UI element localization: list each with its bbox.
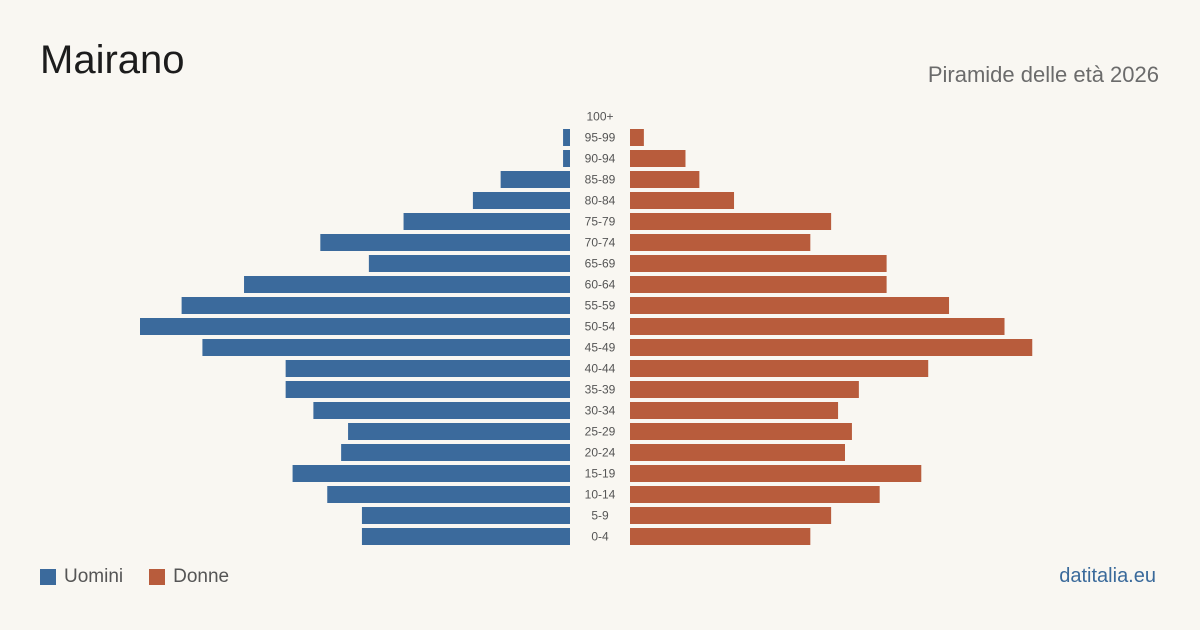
age-label-75-79: 75-79 bbox=[585, 215, 616, 229]
age-label-15-19: 15-19 bbox=[585, 467, 616, 481]
bar-women-45-49 bbox=[630, 339, 1033, 356]
legend-label-men: Uomini bbox=[64, 566, 124, 587]
bar-women-15-19 bbox=[630, 465, 922, 482]
bar-men-40-44 bbox=[285, 360, 570, 377]
bar-women-40-44 bbox=[630, 360, 929, 377]
bar-men-0-4 bbox=[361, 528, 570, 545]
bar-men-60-64 bbox=[244, 276, 570, 293]
age-label-65-69: 65-69 bbox=[585, 257, 616, 271]
bar-women-25-29 bbox=[630, 423, 852, 440]
bar-women-0-4 bbox=[630, 528, 811, 545]
age-label-40-44: 40-44 bbox=[585, 362, 616, 376]
bar-men-25-29 bbox=[348, 423, 570, 440]
chart-legend: Uomini Donne bbox=[40, 566, 245, 588]
bar-women-55-59 bbox=[630, 297, 950, 314]
bar-men-95-99 bbox=[563, 129, 570, 146]
age-label-30-34: 30-34 bbox=[585, 404, 616, 418]
bar-men-15-19 bbox=[292, 465, 570, 482]
age-label-80-84: 80-84 bbox=[585, 194, 616, 208]
age-label-25-29: 25-29 bbox=[585, 425, 616, 439]
bar-women-20-24 bbox=[630, 444, 845, 461]
bar-women-95-99 bbox=[630, 129, 644, 146]
bar-women-75-79 bbox=[630, 213, 832, 230]
age-label-45-49: 45-49 bbox=[585, 341, 616, 355]
bar-men-70-74 bbox=[320, 234, 570, 251]
bar-women-35-39 bbox=[630, 381, 859, 398]
bar-women-90-94 bbox=[630, 150, 686, 167]
bar-women-50-54 bbox=[630, 318, 1005, 335]
bar-women-85-89 bbox=[630, 171, 700, 188]
age-label-50-54: 50-54 bbox=[585, 320, 616, 334]
legend-item-women: Donne bbox=[149, 566, 229, 588]
bar-men-65-69 bbox=[368, 255, 570, 272]
age-label-35-39: 35-39 bbox=[585, 383, 616, 397]
bar-men-90-94 bbox=[563, 150, 570, 167]
age-label-95-99: 95-99 bbox=[585, 131, 616, 145]
bar-women-65-69 bbox=[630, 255, 887, 272]
age-label-20-24: 20-24 bbox=[585, 446, 616, 460]
bar-women-80-84 bbox=[630, 192, 735, 209]
bar-women-60-64 bbox=[630, 276, 887, 293]
age-label-55-59: 55-59 bbox=[585, 299, 616, 313]
bar-men-35-39 bbox=[285, 381, 570, 398]
bar-men-5-9 bbox=[361, 507, 570, 524]
bar-men-30-34 bbox=[313, 402, 570, 419]
bar-men-20-24 bbox=[341, 444, 570, 461]
bar-women-10-14 bbox=[630, 486, 880, 503]
age-label-70-74: 70-74 bbox=[585, 236, 616, 250]
bar-men-75-79 bbox=[403, 213, 570, 230]
bar-women-30-34 bbox=[630, 402, 839, 419]
bar-women-5-9 bbox=[630, 507, 832, 524]
bar-men-85-89 bbox=[500, 171, 570, 188]
page-title: Mairano bbox=[40, 38, 185, 82]
bar-men-45-49 bbox=[202, 339, 570, 356]
age-label-90-94: 90-94 bbox=[585, 152, 616, 166]
age-label-5-9: 5-9 bbox=[591, 509, 609, 523]
legend-label-women: Donne bbox=[173, 566, 230, 587]
bar-men-80-84 bbox=[472, 192, 570, 209]
source-link[interactable]: datitalia.eu bbox=[1059, 565, 1156, 587]
age-label-0-4: 0-4 bbox=[591, 530, 609, 544]
legend-swatch-men bbox=[40, 569, 56, 585]
bar-men-10-14 bbox=[327, 486, 570, 503]
legend-item-men: Uomini bbox=[40, 566, 123, 588]
age-label-10-14: 10-14 bbox=[585, 488, 616, 502]
age-label-85-89: 85-89 bbox=[585, 173, 616, 187]
chart-subtitle: Piramide delle età 2026 bbox=[927, 62, 1159, 87]
age-label-100plus: 100+ bbox=[586, 110, 613, 124]
bar-men-55-59 bbox=[181, 297, 570, 314]
bar-women-70-74 bbox=[630, 234, 811, 251]
bar-men-50-54 bbox=[140, 318, 570, 335]
legend-swatch-women bbox=[149, 569, 166, 585]
age-label-60-64: 60-64 bbox=[585, 278, 616, 292]
